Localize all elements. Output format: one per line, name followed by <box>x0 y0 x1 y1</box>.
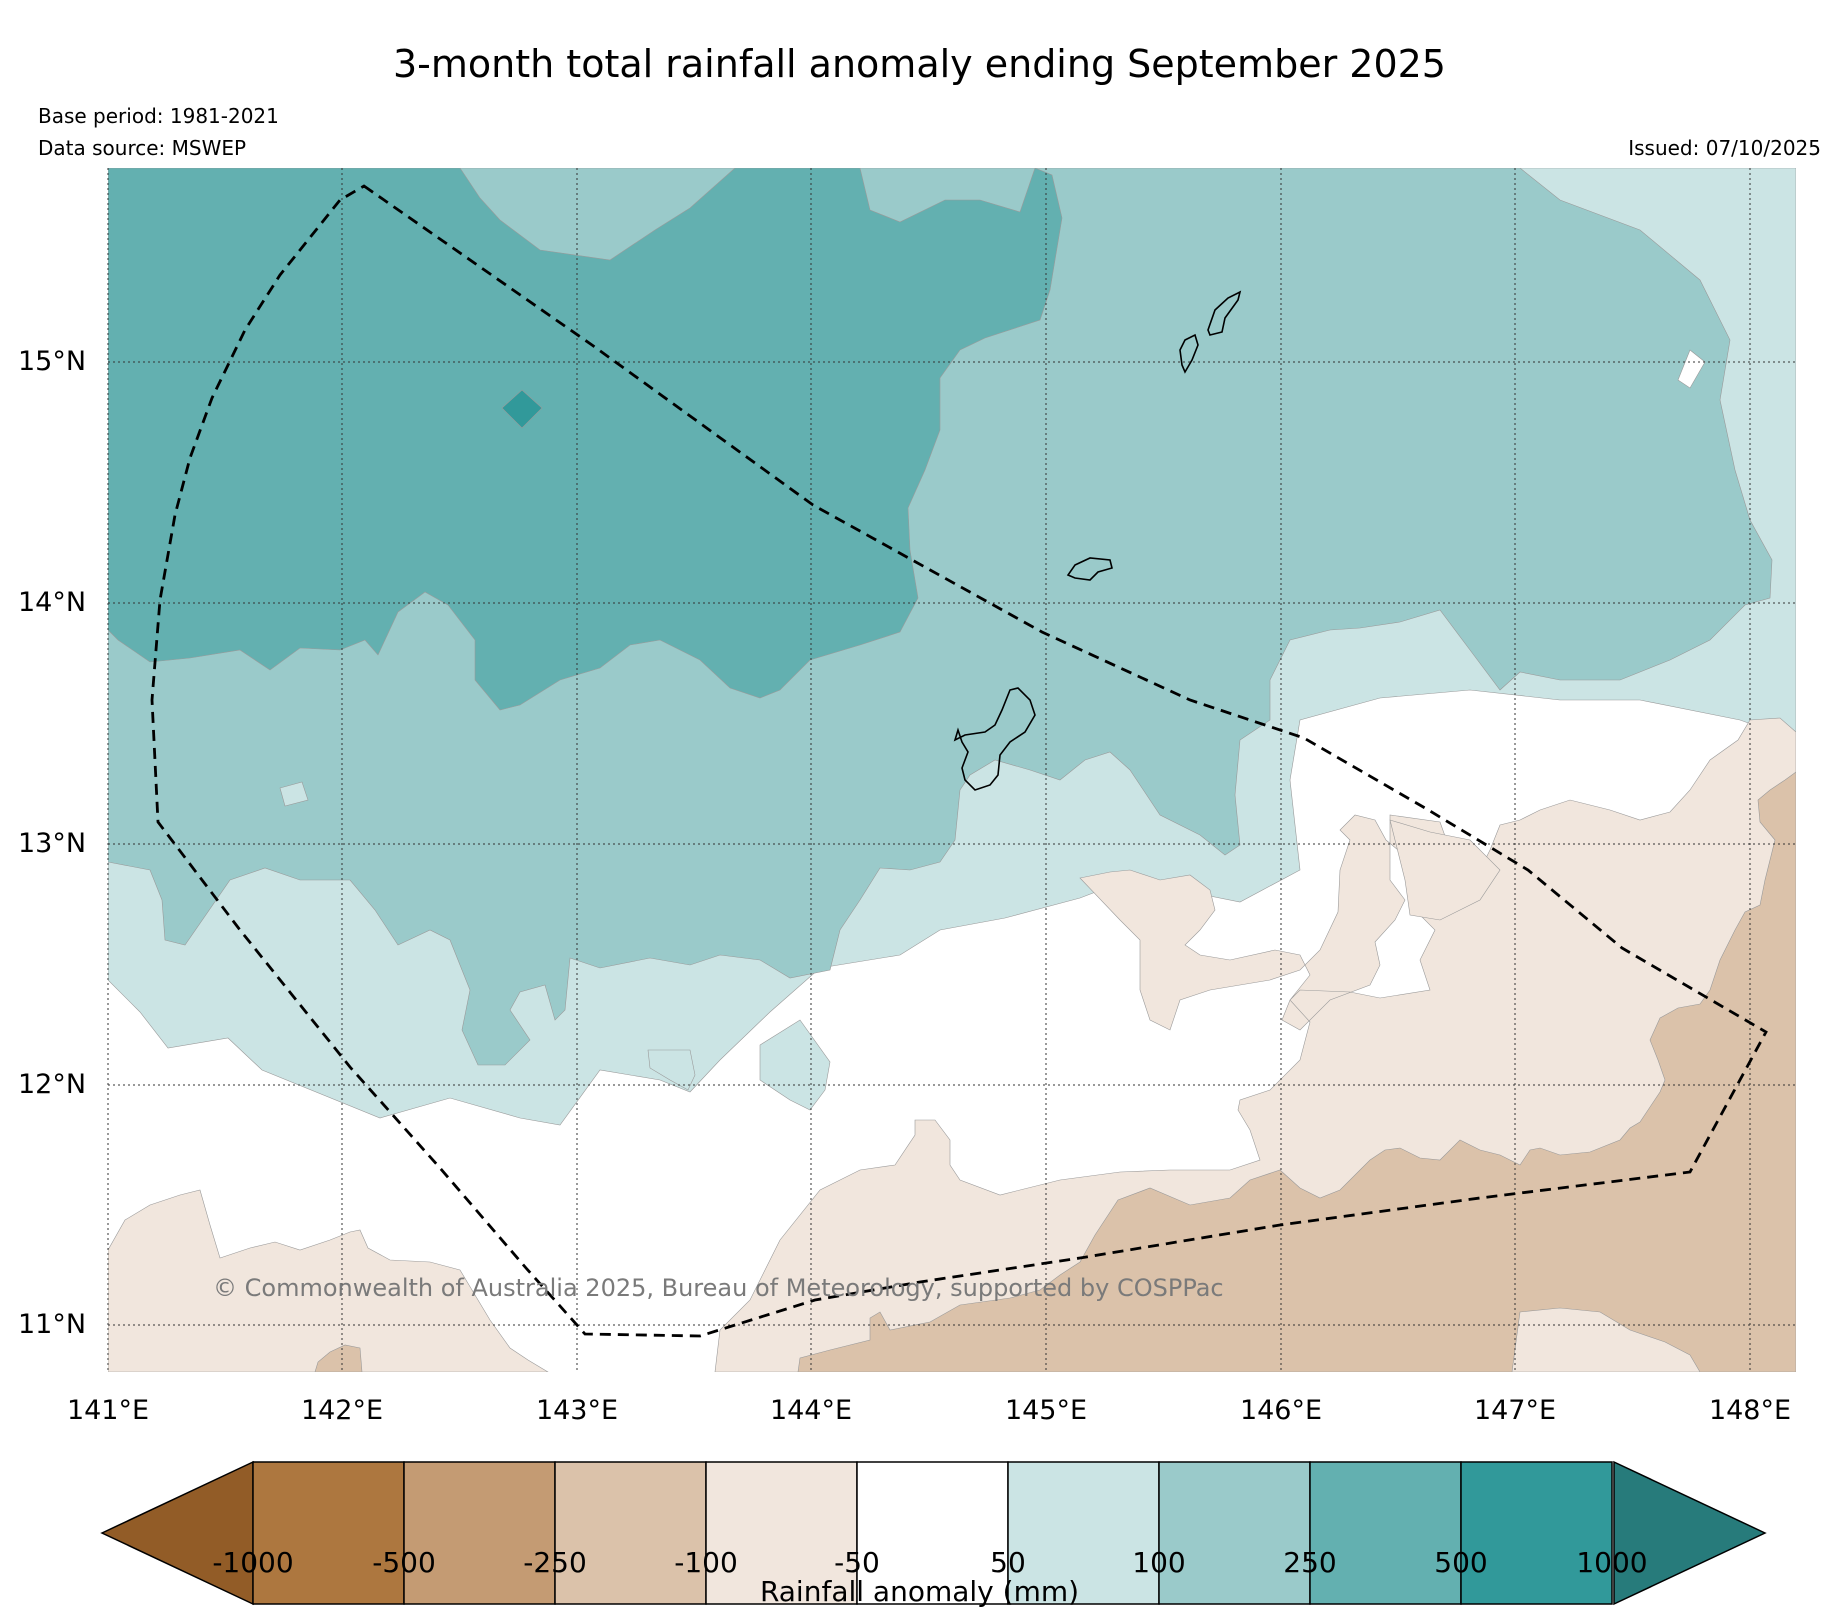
field-white-dot <box>1677 349 1706 389</box>
lon-label-146e: 146°E <box>1239 1395 1323 1426</box>
colorbar-swatch <box>1309 1461 1462 1605</box>
field-50-100-patch <box>647 1049 696 1091</box>
colorbar-tick-label: -500 <box>372 1546 436 1579</box>
saipan-outline <box>1207 290 1242 336</box>
lon-label-141e: 141°E <box>66 1395 150 1426</box>
field-50-100-patch <box>759 1019 831 1111</box>
field-minus50-minus100-east <box>1389 819 1501 921</box>
lon-label-148e: 148°E <box>1708 1395 1792 1426</box>
issued-date-label: Issued: 07/10/2025 <box>1628 136 1821 160</box>
colorbar-tick-label: 50 <box>990 1546 1026 1579</box>
tinian-outline <box>1179 333 1199 374</box>
lon-label-147e: 147°E <box>1473 1395 1557 1426</box>
colorbar-swatch <box>1158 1461 1311 1605</box>
lat-label-12n: 12°N <box>18 1069 87 1100</box>
colorbar-swatch <box>705 1461 858 1605</box>
lon-label-142e: 142°E <box>300 1395 384 1426</box>
lat-label-14n: 14°N <box>18 587 87 618</box>
colorbar-swatches <box>252 1461 1613 1605</box>
lat-label-11n: 11°N <box>18 1309 87 1340</box>
colorbar-tick-label: -50 <box>834 1546 880 1579</box>
colorbar-swatch <box>1460 1461 1613 1605</box>
colorbar-tick-label: 250 <box>1283 1546 1337 1579</box>
anomaly-fields <box>108 168 1796 1372</box>
field-50-100-dot <box>279 781 309 807</box>
colorbar-title: Rainfall anomaly (mm) <box>759 1575 1080 1608</box>
colorbar-swatch <box>1007 1461 1160 1605</box>
rota-outline <box>1066 557 1113 581</box>
colorbar-swatch <box>403 1461 556 1605</box>
lon-label-145e: 145°E <box>1004 1395 1088 1426</box>
colorbar-tick-label: 1000 <box>1576 1546 1648 1579</box>
colorbar-swatch <box>856 1461 1009 1605</box>
colorbar-tick-label: -100 <box>674 1546 738 1579</box>
lon-label-144e: 144°E <box>769 1395 853 1426</box>
map-title: 3-month total rainfall anomaly ending Se… <box>393 42 1446 86</box>
guam-outline <box>953 687 1036 791</box>
island-outlines <box>953 290 1242 791</box>
field-500-1000 <box>501 389 543 429</box>
graticule <box>107 168 1796 1372</box>
field-minus100-minus250 <box>797 771 1796 1372</box>
colorbar-tick-label: 100 <box>1132 1546 1186 1579</box>
data-source-label: Data source: MSWEP <box>38 136 247 160</box>
colorbar-swatch <box>554 1461 707 1605</box>
colorbar-extend-high <box>1613 1460 1767 1606</box>
colorbar-tick-label: -250 <box>523 1546 587 1579</box>
lon-label-143e: 143°E <box>535 1395 619 1426</box>
colorbar-tick-label: -1000 <box>212 1546 294 1579</box>
lat-label-15n: 15°N <box>18 346 87 377</box>
field-250-500 <box>108 168 1063 711</box>
field-minus100-minus250-patch <box>314 1344 363 1372</box>
copyright-notice: © Commonwealth of Australia 2025, Bureau… <box>213 1274 1224 1302</box>
lat-label-13n: 13°N <box>18 828 87 859</box>
colorbar-swatch <box>252 1461 405 1605</box>
base-period-label: Base period: 1981-2021 <box>38 104 279 128</box>
eez-boundary <box>150 184 1768 1338</box>
colorbar-tick-label: 500 <box>1434 1546 1488 1579</box>
